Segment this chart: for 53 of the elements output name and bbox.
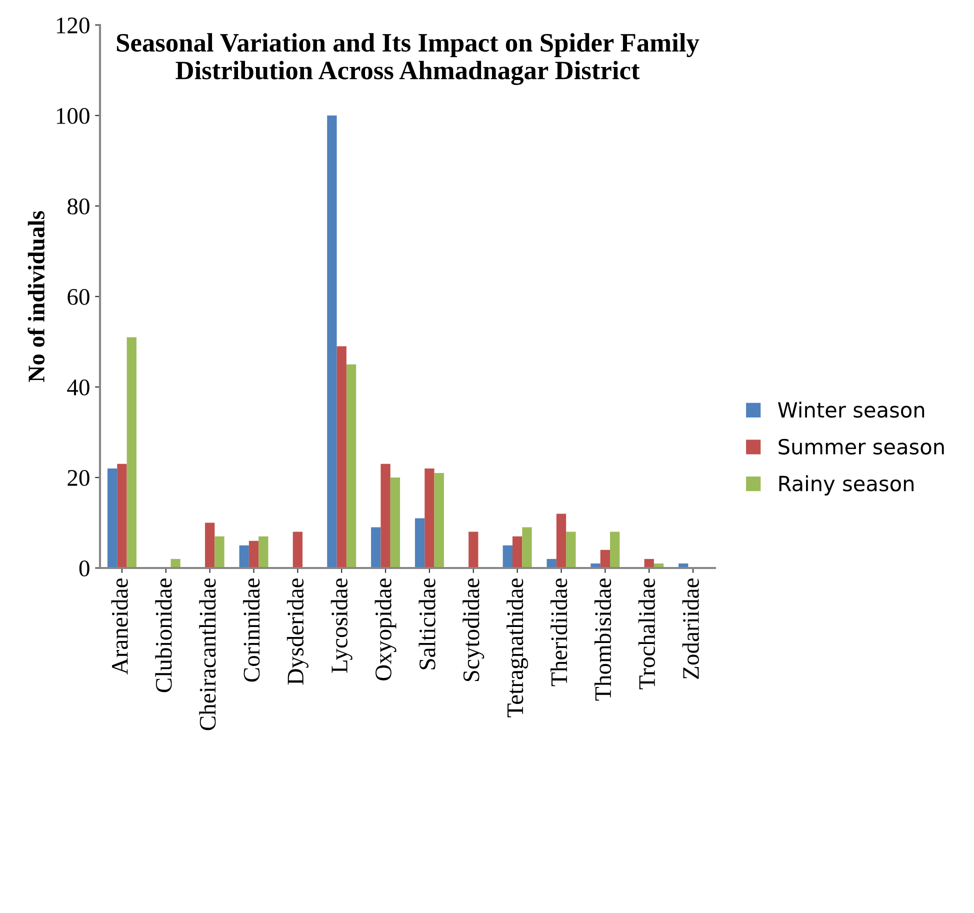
y-axis-title: No of individuals: [28, 211, 45, 382]
legend-label: Rainy season: [779, 475, 914, 496]
bar: [204, 522, 215, 568]
y-tick-label: 60: [68, 288, 90, 305]
bar: [170, 558, 180, 568]
bar: [566, 532, 576, 568]
bar: [258, 536, 268, 568]
bar: [239, 545, 249, 568]
x-tick-label: Corinnidae: [243, 578, 260, 682]
x-tick-label: Zodariidae: [682, 578, 699, 679]
y-tick-label: 40: [67, 379, 90, 396]
x-tick-label: Dysderidae: [286, 578, 308, 685]
bar: [327, 116, 337, 568]
x-tick-label: Scytodidae: [462, 578, 484, 682]
x-tick-label: Trochalidae: [638, 578, 656, 690]
y-tick-label: 20: [68, 470, 90, 486]
bar: [117, 464, 127, 568]
bar: [107, 468, 118, 568]
bar: [346, 364, 356, 568]
x-tick-label: Araneidae: [111, 578, 128, 674]
x-tick-label: Clubionidae: [155, 578, 172, 692]
bar: [434, 472, 444, 568]
x-tick-label: Tetragnathidae: [506, 578, 528, 718]
y-tick-label: 100: [56, 108, 90, 124]
bar: [371, 527, 381, 568]
legend-label: Summer season: [778, 438, 944, 455]
bar: [468, 532, 478, 568]
bar: [380, 464, 390, 568]
bar: [600, 550, 610, 568]
x-tick-label: Lycosidae: [330, 578, 352, 673]
bar: [610, 532, 620, 568]
bar: [556, 514, 566, 568]
bar: [414, 518, 425, 568]
bar: [336, 346, 346, 568]
x-tick-label: Cheiracanthidae: [199, 578, 216, 730]
y-tick-label: 0: [79, 560, 90, 576]
bar: [248, 540, 259, 568]
bar: [126, 337, 136, 568]
bar: [424, 468, 434, 568]
text: Seasonal Variation and Its Impact on Spider Family Distribution Across Ahmadnagar District: [116, 33, 700, 85]
bar: [214, 536, 224, 568]
bar: [502, 545, 512, 568]
bar: [512, 536, 522, 568]
x-tick-label: Theridiidae: [550, 578, 568, 686]
x-tick-label: Salticidae: [418, 578, 436, 670]
y-tick-label: 120: [56, 17, 90, 34]
bar: [390, 478, 400, 568]
x-tick-label: Oxyopidae: [374, 578, 396, 680]
legend-label: Winter season: [778, 402, 924, 418]
x-tick-label: Thombisidae: [594, 578, 612, 701]
bar: [522, 527, 532, 568]
y-tick-label: 80: [68, 198, 90, 214]
bar: [292, 532, 303, 568]
